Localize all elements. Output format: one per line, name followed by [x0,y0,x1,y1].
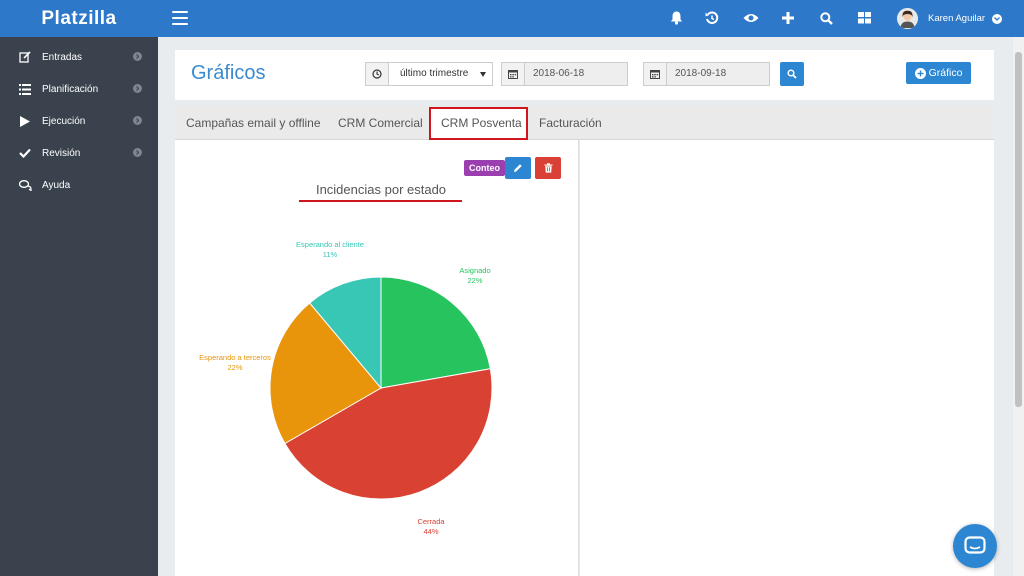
chart-title: Incidencias por estado [315,182,447,197]
user-name: Karen Aguilar [928,13,986,24]
add-chart-button[interactable]: Gráfico [906,62,971,84]
grid-icon[interactable] [856,10,872,26]
page-scrollbar[interactable] [1013,37,1024,576]
edit-chart-button[interactable] [505,157,531,179]
count-badge: Conteo [464,160,505,176]
sidebar-item-ayuda[interactable]: Ayuda [0,169,158,201]
edit-icon [18,50,32,64]
plus-icon[interactable] [780,10,796,26]
tab-crm-posventa[interactable]: CRM Posventa [441,116,522,130]
page-header: Gráficos último trimestre 2018-06-18 201… [175,50,994,100]
period-select-value: último trimestre [400,68,469,79]
pie-slice-esperando-a-terceros[interactable] [269,302,382,445]
chart-widget: Conteo Incidencias por estado Asignado 22… [175,140,579,576]
pie-slice-cerrada[interactable] [284,368,493,500]
top-bar: Karen Aguilar [158,0,1024,37]
sidebar-item-label: Ayuda [42,179,71,191]
clock-icon [365,62,389,86]
search-icon[interactable] [818,10,834,26]
chevron-down-icon [992,13,1003,24]
pie-value-label: 22% [227,363,242,372]
tab-campanas-email-offline[interactable]: Campañas email y offline [186,116,321,130]
chat-bubbles-icon [18,178,32,192]
user-menu[interactable]: Karen Aguilar [897,8,1003,29]
trash-icon [544,163,552,173]
chevron-right-icon [133,116,142,125]
date-from-field[interactable]: 2018-06-18 [525,62,628,86]
pencil-icon [514,164,522,172]
pie-value-label: 22% [467,276,482,285]
add-chart-label: Gráfico [928,67,963,79]
bell-icon[interactable] [668,10,684,26]
pie-label: Asignado [459,266,490,275]
tab-facturacion[interactable]: Facturación [539,116,602,130]
date-to-field[interactable]: 2018-09-18 [667,62,770,86]
hamburger-menu-icon[interactable] [172,11,188,25]
eye-icon[interactable] [743,10,759,26]
caret-down-icon [480,72,486,77]
calendar-icon [501,62,525,86]
sidebar-item-entradas[interactable]: Entradas [0,41,158,73]
check-icon [18,146,32,160]
chat-icon [964,536,986,554]
pie-value-label: 11% [323,250,338,259]
pie-slice-asignado[interactable] [380,276,491,389]
sidebar-item-revision[interactable]: Revisión [0,137,158,169]
brand-logo[interactable]: Platzilla [0,0,158,37]
pie-value-label: 44% [423,527,438,536]
delete-chart-button[interactable] [535,157,561,179]
scrollbar-thumb[interactable] [1015,52,1022,407]
pie-slice-esperando-al-cliente[interactable] [308,276,382,390]
chevron-right-icon [133,84,142,93]
search-icon [787,69,797,79]
page-title: Gráficos [191,62,266,84]
sidebar-item-label: Ejecución [42,115,86,127]
calendar-icon [643,62,667,86]
list-icon [18,82,32,96]
active-tab-highlight [429,107,528,140]
play-icon [18,114,32,128]
avatar [897,8,918,29]
chevron-right-icon [133,52,142,61]
pie-label: Esperando al cliente [296,240,364,249]
period-select[interactable]: último trimestre [389,62,493,86]
tab-crm-comercial[interactable]: CRM Comercial [338,116,423,130]
tab-bar: Campañas email y offline CRM Comercial C… [175,106,994,140]
sidebar: Platzilla Entradas Planificación Ejecuci… [0,0,158,576]
chart-title-underline [299,200,462,202]
sidebar-item-label: Revisión [42,147,81,159]
chat-launcher-button[interactable] [953,524,997,568]
sidebar-item-label: Entradas [42,51,83,63]
sidebar-item-label: Planificación [42,83,99,95]
chevron-right-icon [133,148,142,157]
empty-chart-panel [580,140,994,576]
search-button[interactable] [780,62,804,86]
sidebar-nav: Entradas Planificación Ejecución Revisió… [0,37,158,201]
sidebar-item-planificacion[interactable]: Planificación [0,73,158,105]
pie-label: Esperando a terceros [199,353,271,362]
pie-label: Cerrada [417,517,445,526]
history-icon[interactable] [704,10,720,26]
sidebar-item-ejecucion[interactable]: Ejecución [0,105,158,137]
plus-circle-icon [914,67,926,79]
